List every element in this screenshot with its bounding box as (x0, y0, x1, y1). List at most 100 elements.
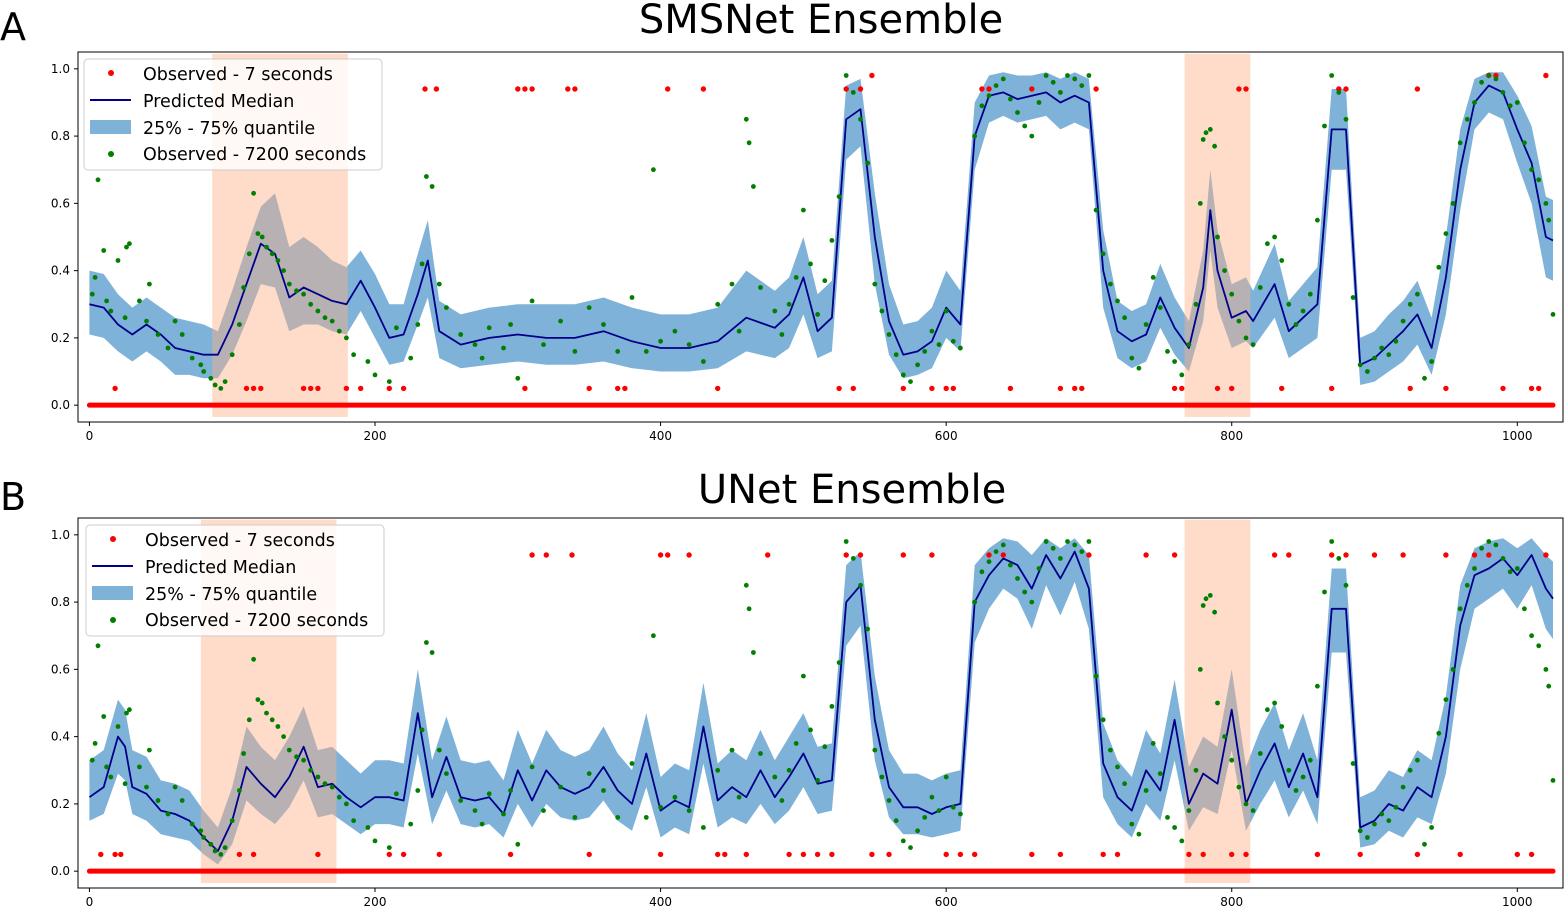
observed-7200s-point (1493, 542, 1499, 548)
observed-7s-point (1200, 851, 1206, 858)
observed-7200s-point (986, 93, 992, 99)
observed-7200s-point (92, 275, 98, 280)
observed-7200s-point (1050, 545, 1056, 551)
observed-7200s-point (850, 556, 856, 561)
observed-7200s-point (1172, 359, 1177, 364)
observed-7s-point (1486, 552, 1492, 558)
observed-7s-point (615, 385, 621, 392)
legend-b: Observed - 7 seconds Predicted Median 25… (85, 524, 385, 637)
observed-7200s-point (104, 764, 109, 770)
observed-7200s-point (1379, 811, 1385, 817)
observed-7200s-point (1186, 808, 1192, 813)
observed-7200s-point (436, 281, 442, 287)
y-tick-label: 1.0 (51, 62, 70, 76)
observed-7200s-point (715, 301, 721, 307)
observed-7200s-point (179, 798, 185, 803)
y-tick-label: 0.4 (51, 730, 70, 744)
observed-7200s-point (259, 234, 265, 240)
observed-7s-point (1286, 552, 1292, 558)
observed-7200s-point (1357, 828, 1363, 834)
observed-7200s-point (601, 788, 606, 793)
observed-7200s-point (658, 804, 663, 810)
observed-7s-point (869, 72, 875, 79)
observed-7s-point (1029, 86, 1035, 92)
observed-7s-point (715, 385, 721, 392)
observed-7s-point (665, 552, 671, 558)
observed-7200s-point (1315, 217, 1320, 223)
observed-7s-point (657, 552, 664, 558)
observed-7200s-point (115, 258, 121, 263)
observed-7200s-point (751, 650, 756, 655)
observed-7200s-point (872, 747, 878, 753)
observed-7200s-point (479, 821, 485, 827)
observed-7s-point (1329, 385, 1335, 392)
observed-7200s-point (601, 322, 606, 327)
observed-7200s-point (1307, 757, 1313, 763)
observed-7200s-point (1157, 771, 1163, 776)
observed-7200s-point (1207, 593, 1213, 598)
observed-7200s-point (95, 643, 101, 649)
observed-7s-point (700, 86, 707, 92)
observed-7200s-point (672, 328, 678, 334)
observed-7200s-point (1215, 234, 1220, 240)
observed-7200s-point (572, 349, 578, 354)
observed-7200s-point (1236, 318, 1242, 324)
observed-7200s-point (104, 298, 109, 304)
observed-7200s-point (1365, 369, 1370, 374)
legend-marker-quantile (90, 120, 131, 134)
observed-7200s-point (281, 268, 286, 273)
observed-7200s-point (1443, 697, 1449, 702)
observed-7200s-point (1100, 717, 1106, 723)
observed-7200s-point (958, 811, 963, 817)
observed-7200s-point (986, 559, 992, 565)
observed-7200s-point (701, 359, 706, 364)
observed-7200s-point (144, 784, 149, 790)
observed-7200s-point (408, 355, 414, 361)
observed-7s-point (857, 86, 864, 92)
observed-7200s-point (479, 355, 485, 361)
observed-7200s-point (1407, 301, 1413, 307)
observed-7200s-point (126, 241, 132, 247)
observed-7200s-point (815, 312, 820, 317)
observed-7200s-point (1500, 90, 1506, 95)
observed-7s-point (343, 385, 350, 392)
observed-7200s-point (237, 788, 242, 793)
observed-7s-point (850, 385, 856, 392)
observed-7s-point (1414, 851, 1421, 858)
panel-title-a: SMSNet Ensemble (639, 0, 1003, 43)
observed-7200s-point (1286, 301, 1292, 307)
observed-7s-point (1528, 851, 1535, 858)
observed-7200s-point (936, 808, 942, 813)
observed-7s-point (572, 86, 578, 92)
observed-7200s-point (1165, 349, 1170, 354)
observed-7200s-point (222, 845, 228, 850)
observed-7200s-point (1079, 83, 1085, 88)
observed-7s-point (1143, 552, 1149, 558)
observed-7200s-point (172, 784, 178, 790)
observed-7200s-point (436, 747, 442, 753)
observed-7200s-point (286, 747, 292, 753)
observed-7200s-point (115, 724, 121, 729)
observed-7200s-point (429, 650, 435, 655)
observed-7200s-point (237, 322, 242, 327)
observed-7200s-point (1529, 167, 1534, 173)
observed-7200s-point (124, 244, 129, 250)
observed-7200s-point (1550, 312, 1556, 317)
observed-7s-point (1086, 552, 1092, 558)
observed-7200s-point (715, 767, 721, 773)
observed-7s-point (515, 86, 521, 92)
observed-7s-point (522, 86, 528, 92)
observed-7200s-point (1086, 73, 1092, 78)
observed-7200s-point (779, 798, 785, 803)
observed-7200s-point (122, 781, 128, 787)
observed-7200s-point (294, 288, 299, 294)
observed-7200s-point (1212, 143, 1217, 149)
observed-7s-point (1314, 851, 1321, 858)
legend-frame (85, 524, 385, 637)
observed-7200s-point (1514, 100, 1520, 105)
observed-7200s-point (144, 318, 149, 324)
observed-7200s-point (1065, 539, 1070, 544)
observed-7200s-point (1279, 258, 1285, 263)
observed-7200s-point (1229, 757, 1235, 763)
observed-7200s-point (1179, 838, 1185, 844)
